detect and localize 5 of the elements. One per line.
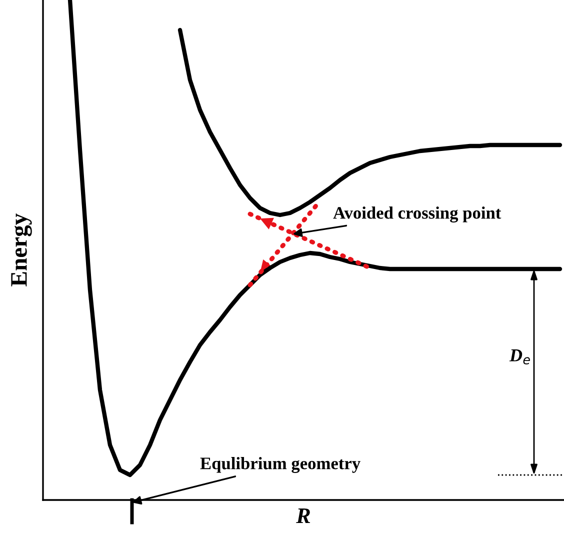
annotation: D$_{e}$ bbox=[509, 349, 530, 364]
x-axis-title: R bbox=[296, 508, 310, 524]
annotation: Equlibrium geometry bbox=[200, 457, 360, 473]
annotation: Avoided crossing point bbox=[333, 206, 502, 222]
y-axis-title: Energy bbox=[11, 214, 32, 286]
